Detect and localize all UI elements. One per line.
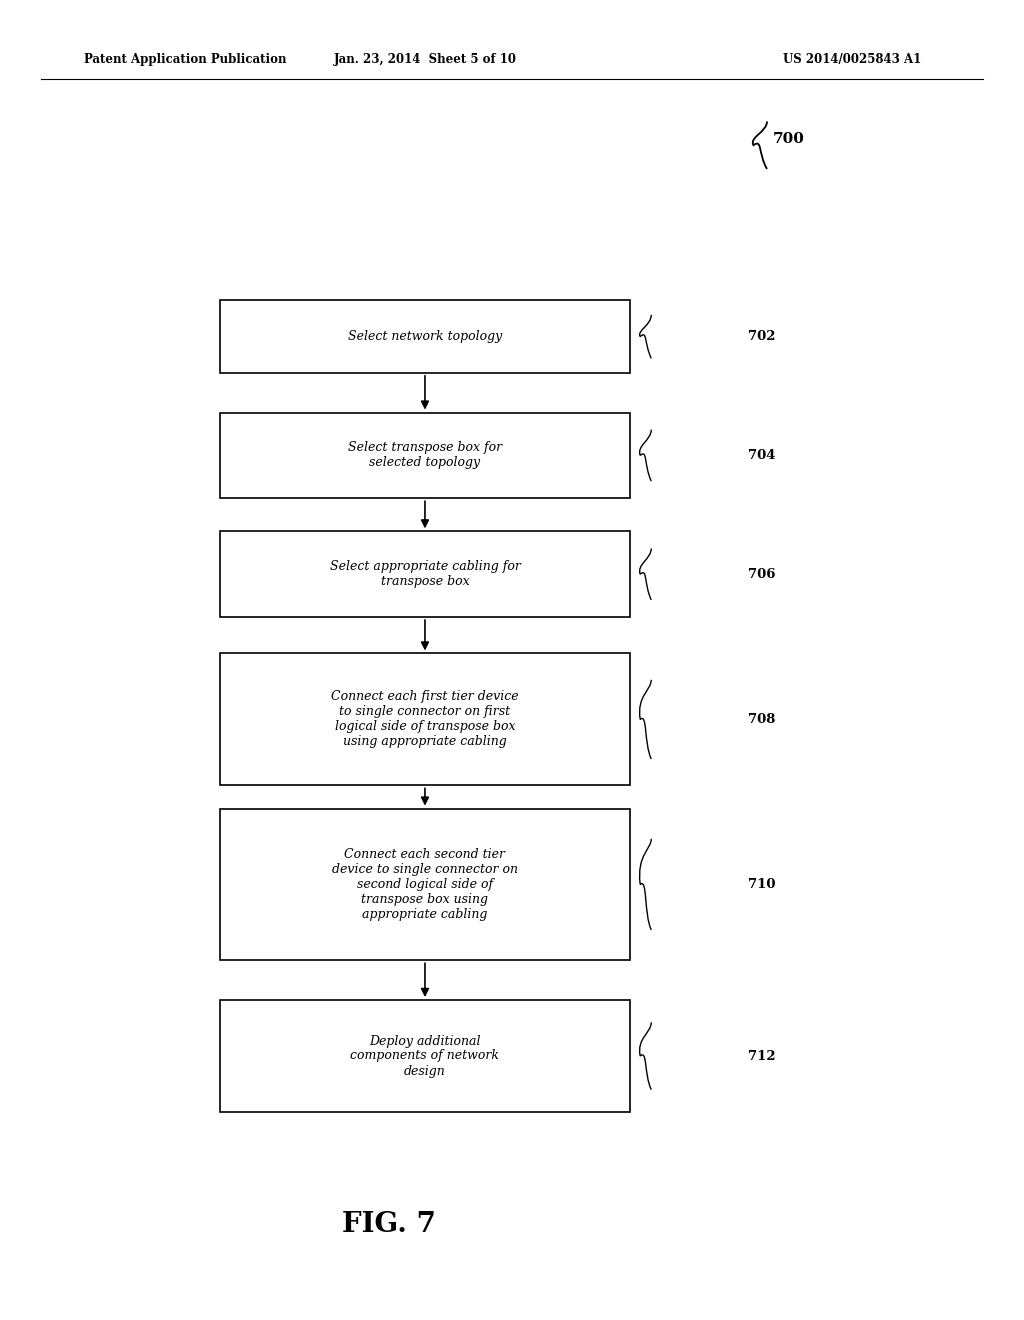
- FancyBboxPatch shape: [220, 808, 630, 961]
- Text: US 2014/0025843 A1: US 2014/0025843 A1: [783, 53, 922, 66]
- Text: 700: 700: [773, 132, 805, 145]
- FancyBboxPatch shape: [220, 412, 630, 498]
- Text: Connect each first tier device
to single connector on first
logical side of tran: Connect each first tier device to single…: [331, 690, 519, 748]
- FancyBboxPatch shape: [220, 1001, 630, 1111]
- FancyBboxPatch shape: [220, 300, 630, 372]
- Text: Jan. 23, 2014  Sheet 5 of 10: Jan. 23, 2014 Sheet 5 of 10: [334, 53, 516, 66]
- Text: 712: 712: [748, 1049, 775, 1063]
- Text: 710: 710: [748, 878, 775, 891]
- Text: Select network topology: Select network topology: [348, 330, 502, 343]
- Text: 704: 704: [748, 449, 775, 462]
- Text: Connect each second tier
device to single connector on
second logical side of
tr: Connect each second tier device to singl…: [332, 847, 518, 921]
- Text: Select transpose box for
selected topology: Select transpose box for selected topolo…: [348, 441, 502, 470]
- Text: 706: 706: [748, 568, 775, 581]
- Text: Deploy additional
components of network
design: Deploy additional components of network …: [350, 1035, 500, 1077]
- Text: 702: 702: [748, 330, 775, 343]
- Text: 708: 708: [748, 713, 775, 726]
- Text: Patent Application Publication: Patent Application Publication: [84, 53, 287, 66]
- FancyBboxPatch shape: [220, 653, 630, 785]
- Text: FIG. 7: FIG. 7: [342, 1212, 436, 1238]
- Text: Select appropriate cabling for
transpose box: Select appropriate cabling for transpose…: [330, 560, 520, 589]
- FancyBboxPatch shape: [220, 532, 630, 618]
